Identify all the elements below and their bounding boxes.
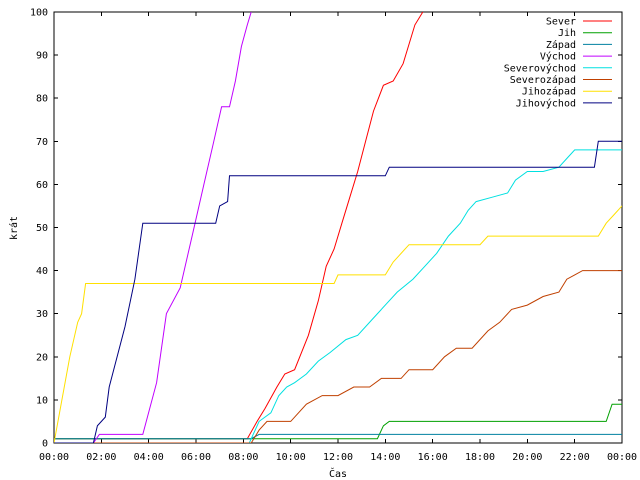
x-tick-label: 10:00 (276, 452, 306, 463)
legend-label: Severovýchod (504, 62, 576, 74)
legend-label: Jihovýchod (516, 97, 576, 109)
x-tick-label: 22:00 (560, 452, 590, 463)
axis-ticks: 0 10 20 30 40 50 60 70 80 90 100 00:00 02:00 04:00 06:… (30, 8, 637, 464)
series-line-1 (54, 403, 622, 440)
series-line-6 (54, 205, 622, 443)
y-tick-label: 20 (36, 352, 48, 363)
y-tick-label: 50 (36, 223, 48, 234)
legend-label: Severozápad (510, 74, 576, 86)
x-tick-label: 14:00 (370, 452, 400, 463)
series-line-5 (54, 270, 622, 443)
series-line-0 (54, 12, 424, 440)
y-tick-label: 0 (42, 439, 48, 450)
x-tick-label: 02:00 (86, 452, 116, 463)
y-tick-label: 80 (36, 94, 48, 105)
x-tick-label: 12:00 (323, 452, 353, 463)
legend-label: Jih (558, 28, 576, 39)
legend-label: Jihozápad (522, 86, 576, 98)
x-tick-label: 18:00 (465, 452, 495, 463)
x-tick-label: 00:00 (39, 452, 69, 463)
x-tick-label: 00:00 (607, 452, 637, 463)
y-tick-label: 40 (36, 266, 48, 277)
y-tick-label: 70 (36, 137, 48, 148)
y-tick-label: 30 (36, 309, 48, 320)
y-tick-label: 60 (36, 180, 48, 191)
y-tick-label: 10 (36, 395, 48, 406)
series-line-2 (54, 433, 622, 440)
y-tick-label: 100 (30, 8, 48, 19)
x-tick-label: 16:00 (418, 452, 448, 463)
x-tick-label: 08:00 (228, 452, 258, 463)
series-line-4 (54, 149, 622, 443)
x-tick-label: 06:00 (181, 452, 211, 463)
y-tick-label: 90 (36, 51, 48, 62)
series-line-3 (54, 12, 252, 443)
x-tick-label: 20:00 (512, 452, 542, 463)
legend-label: Sever (546, 17, 576, 28)
series-line-7 (54, 140, 622, 443)
legend: SeverJihZápadVýchodSeverovýchodSeverozáp… (504, 17, 612, 109)
legend-label: Západ (546, 39, 576, 51)
series-lines (54, 12, 622, 443)
x-tick-label: 04:00 (134, 452, 164, 463)
x-axis-label: Čas (329, 467, 347, 480)
legend-label: Východ (540, 51, 576, 63)
y-axis-label: krát (8, 216, 20, 240)
